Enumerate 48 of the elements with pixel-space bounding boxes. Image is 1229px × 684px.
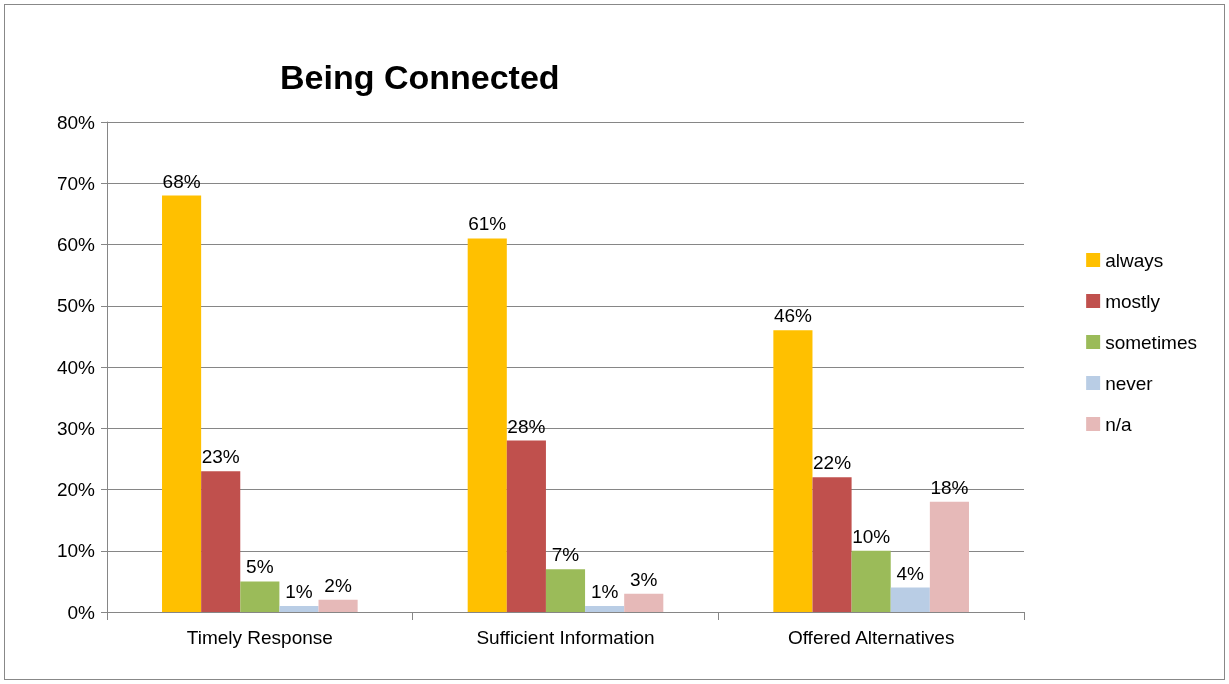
- data-label: 4%: [896, 562, 925, 584]
- chart-title: Being Connected: [280, 58, 560, 96]
- bar: [506, 440, 546, 612]
- bar: [467, 238, 507, 612]
- x-tick-label: Timely Response: [186, 627, 333, 648]
- bar: [585, 605, 625, 612]
- bar: [162, 195, 202, 612]
- legend-label: sometimes: [1105, 331, 1197, 353]
- bar: [624, 593, 664, 612]
- y-tick-label: 30%: [56, 417, 96, 439]
- bar: [812, 477, 852, 612]
- y-tick-label: 80%: [56, 111, 96, 133]
- y-tick-label: 60%: [56, 234, 96, 255]
- legend-label: n/a: [1105, 413, 1132, 435]
- bar: [929, 501, 969, 612]
- y-tick-label: 40%: [56, 356, 96, 378]
- data-label: 1%: [285, 580, 313, 602]
- bar: [279, 605, 319, 612]
- data-label: 1%: [590, 580, 619, 602]
- bar: [890, 587, 930, 612]
- data-label: 22%: [813, 452, 852, 474]
- x-tick-label: Sufficient Information: [476, 627, 655, 648]
- x-tick-label: Offered Alternatives: [787, 627, 955, 648]
- y-tick-label: 10%: [56, 540, 96, 562]
- bar: [240, 581, 280, 612]
- data-label: 5%: [246, 556, 274, 578]
- y-tick-label: 20%: [56, 479, 96, 500]
- data-label: 68%: [162, 170, 201, 192]
- data-label: 10%: [852, 525, 891, 547]
- y-tick-label: 0%: [67, 601, 96, 623]
- bar: [545, 569, 586, 612]
- data-label: 61%: [468, 213, 507, 235]
- data-label: 18%: [930, 476, 969, 498]
- bar: [773, 330, 813, 612]
- data-label: 23%: [201, 446, 240, 468]
- legend-label: never: [1105, 372, 1154, 394]
- legend-label: always: [1105, 249, 1164, 271]
- data-label: 28%: [507, 415, 546, 437]
- data-label: 46%: [773, 305, 813, 327]
- bar: [201, 471, 241, 612]
- legend-label: mostly: [1105, 290, 1161, 312]
- data-label: 7%: [551, 544, 580, 566]
- y-tick-label: 70%: [56, 172, 96, 194]
- bar: [851, 550, 891, 612]
- data-label: 3%: [630, 568, 658, 590]
- y-tick-label: 50%: [56, 295, 96, 317]
- data-label: 2%: [324, 574, 352, 596]
- bar: [318, 599, 358, 612]
